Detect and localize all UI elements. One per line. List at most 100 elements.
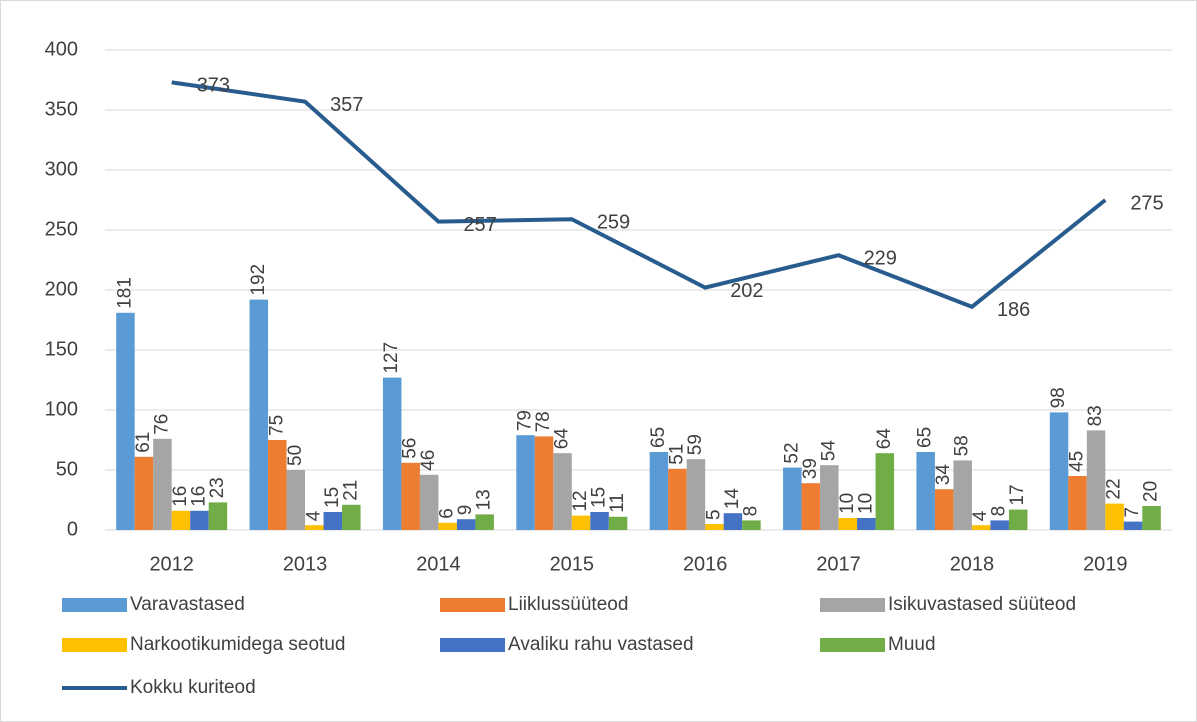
line-value-label: 357 xyxy=(330,94,363,116)
bar xyxy=(534,436,554,530)
bar xyxy=(286,470,306,530)
line-value-label: 202 xyxy=(730,280,763,302)
x-tick-label: 2017 xyxy=(816,553,861,575)
bar xyxy=(438,522,457,530)
bar xyxy=(516,435,535,530)
bar xyxy=(323,512,343,530)
bar xyxy=(990,520,1009,530)
bar xyxy=(723,513,743,530)
bar xyxy=(268,440,287,530)
bar-value-label: 20 xyxy=(1141,481,1162,502)
y-tick-label: 350 xyxy=(45,98,78,120)
bar xyxy=(401,462,420,530)
bar-value-label: 79 xyxy=(515,410,536,431)
bar xyxy=(456,519,476,530)
line-value-label: 373 xyxy=(197,75,230,97)
bar-value-label: 64 xyxy=(552,428,573,450)
legend-swatch xyxy=(62,598,127,612)
bar-value-label: 8 xyxy=(989,506,1010,517)
bar xyxy=(1049,412,1069,530)
bar xyxy=(875,453,895,530)
y-tick-label: 200 xyxy=(45,278,78,300)
bar xyxy=(153,438,172,530)
legend-swatch xyxy=(440,638,505,652)
bar xyxy=(686,459,706,530)
y-tick-label: 100 xyxy=(45,398,78,420)
legend-label: Muud xyxy=(888,634,936,655)
legend-label: Kokku kuriteod xyxy=(130,677,256,698)
bar xyxy=(916,452,935,530)
bar-value-label: 58 xyxy=(952,435,973,456)
bar xyxy=(342,504,361,530)
bar-value-label: 65 xyxy=(915,427,936,448)
bar-value-label: 15 xyxy=(589,487,610,508)
bar-value-label: 64 xyxy=(874,428,895,450)
bar xyxy=(838,518,858,530)
bar xyxy=(1068,476,1087,530)
bar-value-label: 65 xyxy=(648,427,669,448)
bar xyxy=(953,460,972,530)
legend-label: Narkootikumidega seotud xyxy=(130,634,345,655)
bar xyxy=(590,512,609,530)
bar-value-label: 52 xyxy=(781,442,802,463)
bar-value-label: 8 xyxy=(740,506,761,517)
bar xyxy=(305,525,324,530)
bar-value-label: 5 xyxy=(703,509,724,520)
line-value-label: 186 xyxy=(997,299,1030,321)
bar-value-label: 50 xyxy=(285,445,306,466)
legend-label: Liiklussüüteod xyxy=(508,594,628,615)
bar xyxy=(857,518,876,530)
bar-value-label: 39 xyxy=(800,458,821,479)
bar-value-label: 17 xyxy=(1007,484,1028,505)
bar-value-label: 78 xyxy=(533,411,554,432)
bar xyxy=(1123,521,1143,530)
bar-value-label: 11 xyxy=(607,493,628,513)
y-tick-label: 250 xyxy=(45,218,78,240)
bar-value-label: 12 xyxy=(570,490,591,511)
total-line xyxy=(171,80,1107,310)
bar xyxy=(171,510,191,530)
bar-value-label: 6 xyxy=(437,508,458,519)
bar-value-label: 54 xyxy=(818,440,839,462)
bar xyxy=(134,456,154,530)
y-tick-label: 50 xyxy=(56,458,78,480)
bar xyxy=(1008,509,1028,530)
bar xyxy=(801,483,821,530)
bar-value-label: 75 xyxy=(266,415,287,436)
bar xyxy=(1142,506,1161,530)
bar-value-label: 23 xyxy=(207,477,228,498)
bar xyxy=(608,516,628,530)
line-value-label: 259 xyxy=(597,211,630,233)
bar-value-label: 98 xyxy=(1048,387,1069,408)
x-tick-label: 2018 xyxy=(950,553,995,575)
bar-value-label: 45 xyxy=(1067,451,1088,472)
line-value-label: 275 xyxy=(1130,192,1163,214)
legend-label: Varavastased xyxy=(130,594,245,615)
bar xyxy=(116,312,135,530)
y-tick-label: 0 xyxy=(67,518,78,540)
bar-value-label: 83 xyxy=(1085,405,1106,426)
bar xyxy=(419,474,439,530)
bar-value-label: 14 xyxy=(722,488,743,510)
bar xyxy=(208,502,228,530)
bar xyxy=(783,467,802,530)
bar xyxy=(649,452,669,530)
bar-value-label: 16 xyxy=(170,486,191,507)
bar xyxy=(705,524,724,530)
bar-value-label: 181 xyxy=(114,277,135,309)
x-tick-label: 2016 xyxy=(683,553,728,575)
bar xyxy=(475,514,494,530)
line-value-label: 257 xyxy=(463,214,496,236)
bar-value-label: 15 xyxy=(322,487,343,508)
bar xyxy=(934,489,954,530)
y-tick-label: 400 xyxy=(45,38,78,60)
legend-swatch xyxy=(820,598,885,612)
bar xyxy=(382,377,402,530)
bar-value-label: 9 xyxy=(455,505,476,516)
bar xyxy=(571,515,591,530)
bar-value-label: 16 xyxy=(188,486,209,507)
x-tick-label: 2019 xyxy=(1083,553,1128,575)
legend-label: Avaliku rahu vastased xyxy=(508,634,694,655)
bar-value-label: 10 xyxy=(837,493,858,514)
